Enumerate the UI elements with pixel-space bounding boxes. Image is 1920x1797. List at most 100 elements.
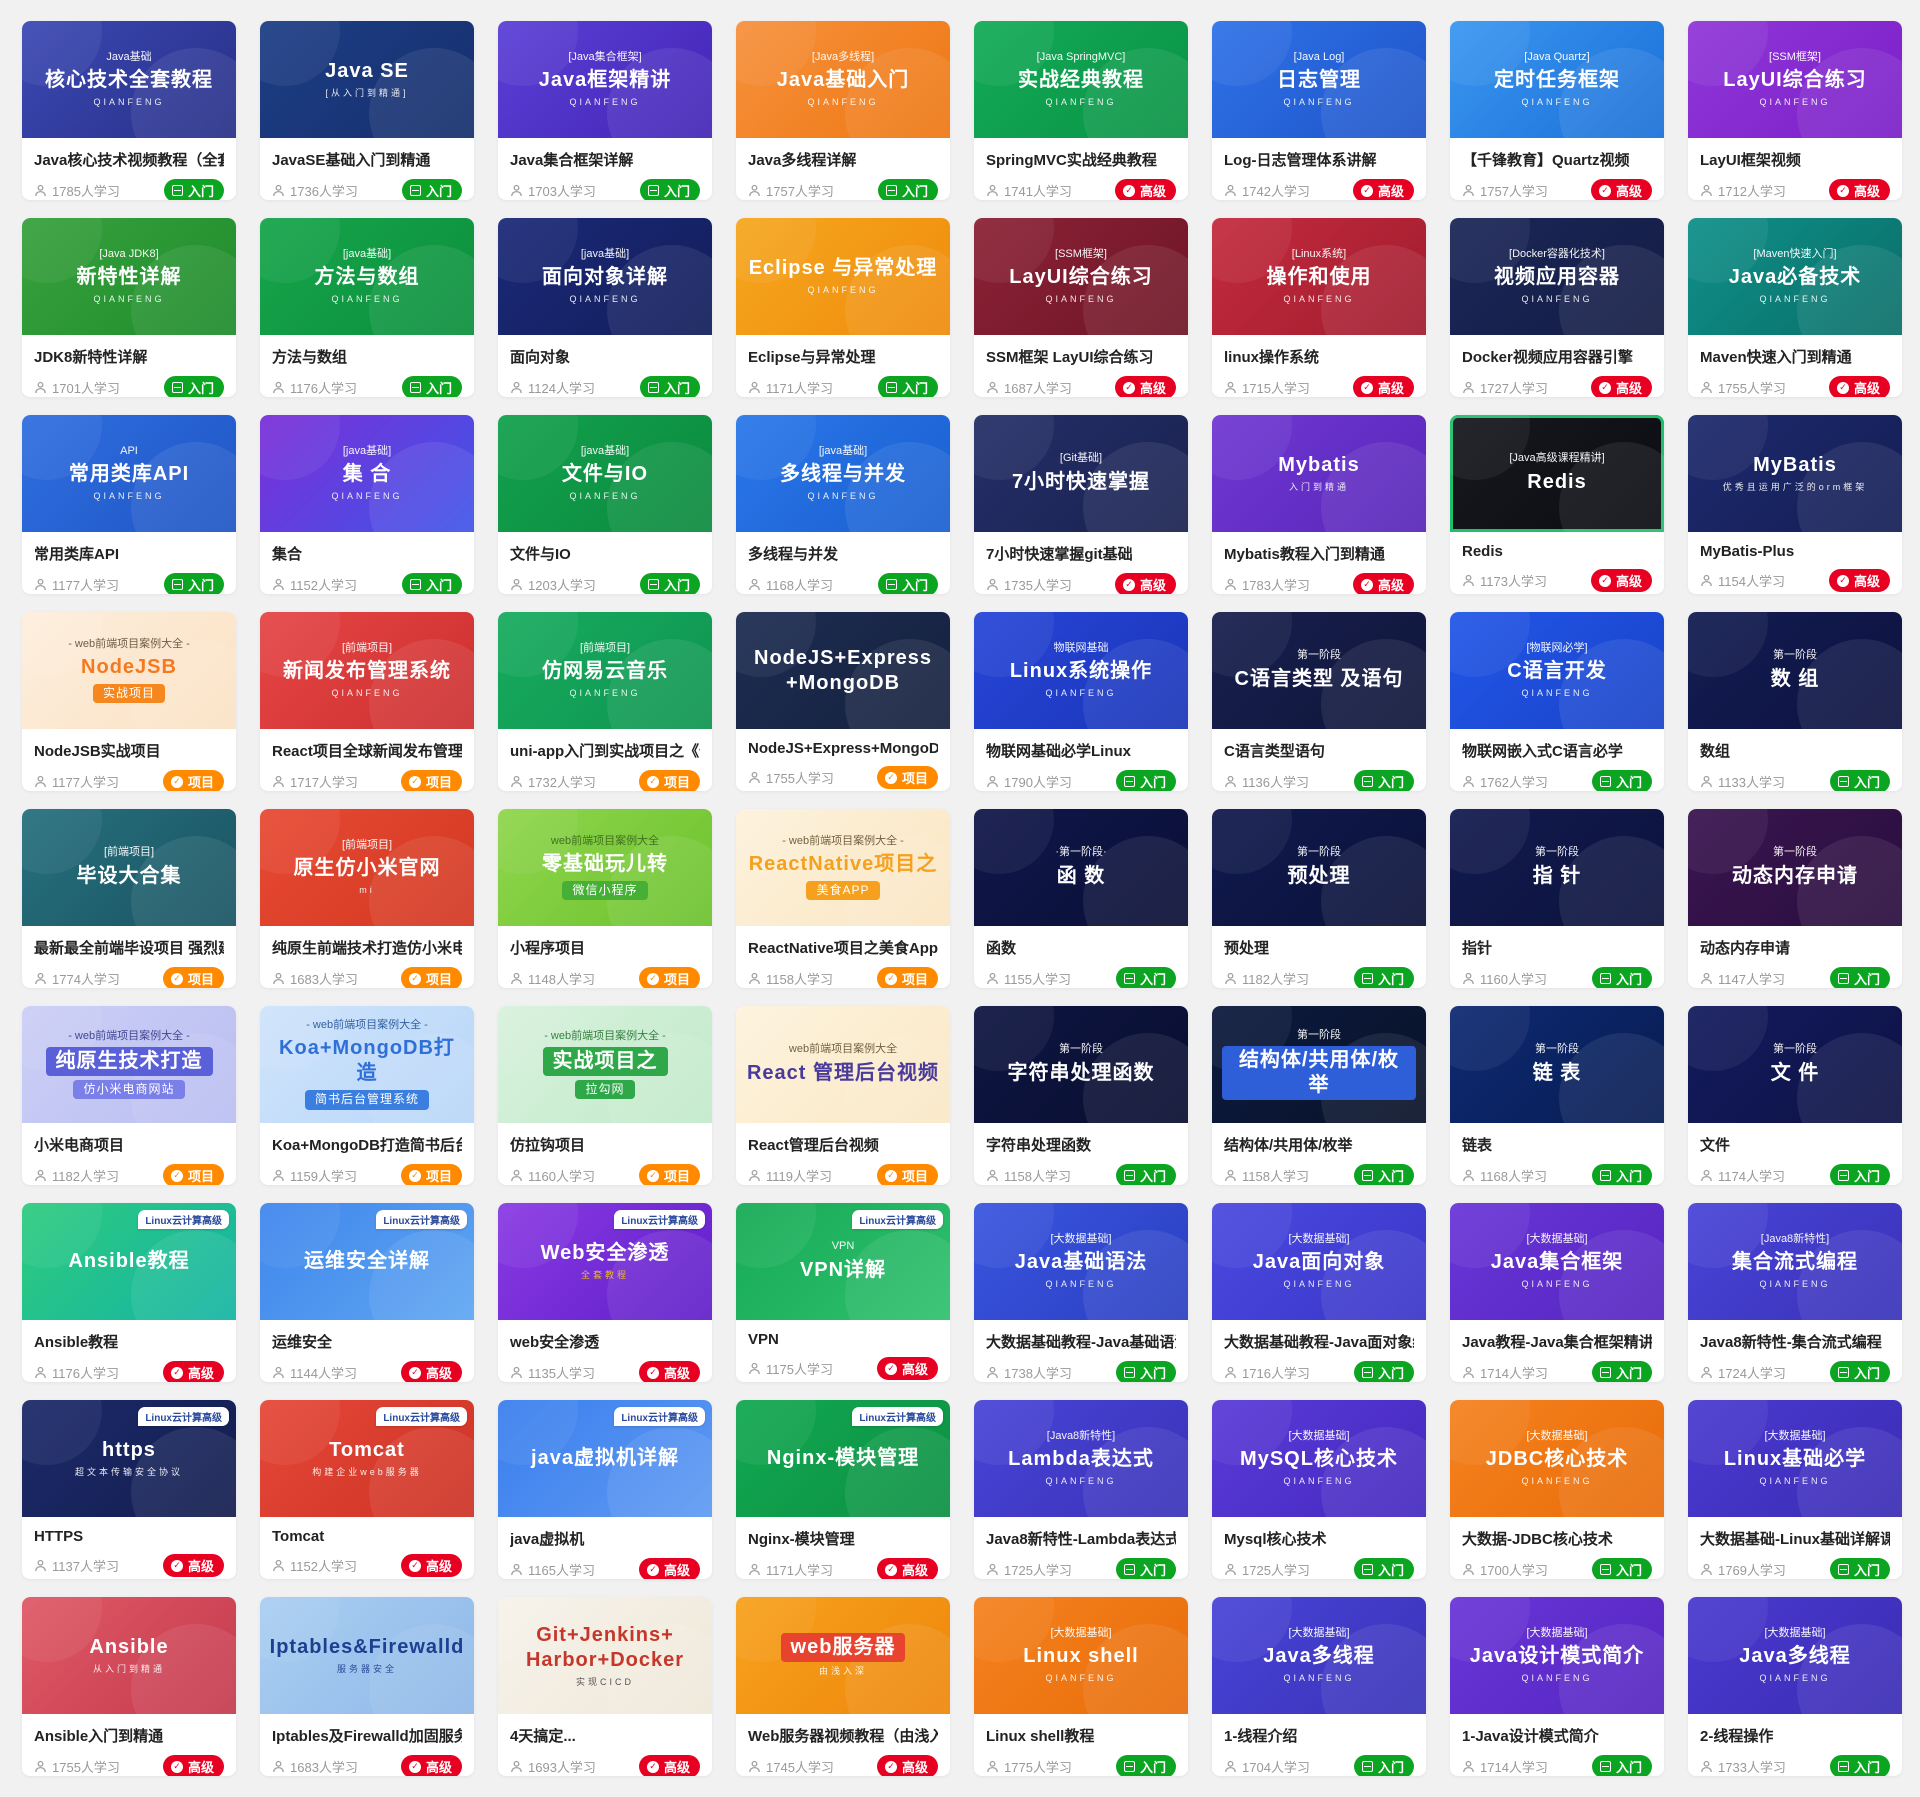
course-title[interactable]: 集合 bbox=[272, 546, 303, 563]
course-title[interactable]: HTTPS bbox=[34, 1528, 84, 1545]
course-title[interactable]: Redis bbox=[1462, 543, 1503, 560]
course-card[interactable]: ·第一阶段· 函 数 函数 1155人学习 入门 bbox=[974, 809, 1188, 988]
course-title[interactable]: Mybatis教程入门到精通 bbox=[1224, 546, 1385, 563]
course-card[interactable]: [大数据基础] Java面向对象 QIANFENG 大数据基础教程-Java面对… bbox=[1212, 1203, 1426, 1382]
course-title[interactable]: VPN bbox=[748, 1331, 779, 1348]
course-card[interactable]: [Java SpringMVC] 实战经典教程 QIANFENG SpringM… bbox=[974, 21, 1188, 200]
course-title[interactable]: 动态内存申请 bbox=[1700, 940, 1791, 957]
course-title[interactable]: uni-app入门到实战项目之《仿... bbox=[510, 743, 700, 760]
course-card[interactable]: - web前端项目案例大全 - 纯原生技术打造 仿小米电商网站 小米电商项目 1… bbox=[22, 1006, 236, 1185]
course-title[interactable]: Web服务器视频教程（由浅入... bbox=[748, 1728, 938, 1745]
course-title[interactable]: 运维安全 bbox=[272, 1334, 333, 1351]
course-title[interactable]: Eclipse与异常处理 bbox=[748, 349, 876, 366]
course-title[interactable]: Nginx-模块管理 bbox=[748, 1531, 855, 1548]
course-card[interactable]: [物联网必学] C语言开发 QIANFENG 物联网嵌入式C语言必学 1762人… bbox=[1450, 612, 1664, 791]
course-title[interactable]: Java多线程详解 bbox=[748, 152, 857, 169]
course-card[interactable]: [java基础] 文件与IO QIANFENG 文件与IO 1203人学习 入门 bbox=[498, 415, 712, 594]
course-card[interactable]: Eclipse 与异常处理 QIANFENG Eclipse与异常处理 1171… bbox=[736, 218, 950, 397]
course-card[interactable]: 第一阶段 字符串处理函数 字符串处理函数 1158人学习 入门 bbox=[974, 1006, 1188, 1185]
course-title[interactable]: Log-日志管理体系讲解 bbox=[1224, 152, 1377, 169]
course-title[interactable]: 字符串处理函数 bbox=[986, 1137, 1092, 1154]
course-title[interactable]: Java教程-Java集合框架精讲（... bbox=[1462, 1334, 1652, 1351]
course-title[interactable]: Tomcat bbox=[272, 1528, 325, 1545]
course-title[interactable]: 面向对象 bbox=[510, 349, 571, 366]
course-card[interactable]: Java SE [从入门到精通] JavaSE基础入门到精通 1736人学习 入… bbox=[260, 21, 474, 200]
course-card[interactable]: [大数据基础] Java多线程 QIANFENG 2-线程操作 1733人学习 … bbox=[1688, 1597, 1902, 1776]
course-title[interactable]: React管理后台视频 bbox=[748, 1137, 879, 1154]
course-title[interactable]: NodeJS+Express+MongoD... bbox=[748, 740, 938, 757]
course-title[interactable]: Mysql核心技术 bbox=[1224, 1531, 1327, 1548]
course-card[interactable]: 第一阶段 预处理 预处理 1182人学习 入门 bbox=[1212, 809, 1426, 988]
course-card[interactable]: [大数据基础] Java多线程 QIANFENG 1-线程介绍 1704人学习 … bbox=[1212, 1597, 1426, 1776]
course-title[interactable]: 结构体/共用体/枚举 bbox=[1224, 1137, 1353, 1154]
course-title[interactable]: MyBatis-Plus bbox=[1700, 543, 1795, 560]
course-card[interactable]: Iptables&Firewalld 服务器安全 Iptables及Firewa… bbox=[260, 1597, 474, 1776]
course-title[interactable]: 1-线程介绍 bbox=[1224, 1728, 1298, 1745]
course-card[interactable]: Linux云计算高级 https 超文本传输安全协议 HTTPS 1137人学习… bbox=[22, 1400, 236, 1579]
course-card[interactable]: Mybatis 入门到精通 Mybatis教程入门到精通 1783人学习 高级 bbox=[1212, 415, 1426, 594]
course-card[interactable]: [java基础] 面向对象详解 QIANFENG 面向对象 1124人学习 入门 bbox=[498, 218, 712, 397]
course-title[interactable]: 4天搞定... bbox=[510, 1728, 576, 1745]
course-title[interactable]: 指针 bbox=[1462, 940, 1493, 957]
course-card[interactable]: Ansible 从入门到精通 Ansible入门到精通 1755人学习 高级 bbox=[22, 1597, 236, 1776]
course-card[interactable]: [Java Log] 日志管理 QIANFENG Log-日志管理体系讲解 17… bbox=[1212, 21, 1426, 200]
course-card[interactable]: [Java8新特性] Lambda表达式 QIANFENG Java8新特性-L… bbox=[974, 1400, 1188, 1579]
course-title[interactable]: 大数据基础-Linux基础详解课程 bbox=[1700, 1531, 1890, 1548]
course-card[interactable]: [大数据基础] Java集合框架 QIANFENG Java教程-Java集合框… bbox=[1450, 1203, 1664, 1382]
course-card[interactable]: [Java JDK8] 新特性详解 QIANFENG JDK8新特性详解 170… bbox=[22, 218, 236, 397]
course-card[interactable]: Linux云计算高级 VPN VPN详解 VPN 1175人学习 高级 bbox=[736, 1203, 950, 1382]
course-title[interactable]: 函数 bbox=[986, 940, 1017, 957]
course-title[interactable]: 大数据基础教程-Java基础语法 bbox=[986, 1334, 1176, 1351]
course-title[interactable]: 多线程与并发 bbox=[748, 546, 839, 563]
course-title[interactable]: Iptables及Firewalld加固服务... bbox=[272, 1728, 462, 1745]
course-title[interactable]: 大数据-JDBC核心技术 bbox=[1462, 1531, 1613, 1548]
course-card[interactable]: [前端项目] 仿网易云音乐 QIANFENG uni-app入门到实战项目之《仿… bbox=[498, 612, 712, 791]
course-title[interactable]: 7小时快速掌握git基础 bbox=[986, 546, 1133, 563]
course-title[interactable]: JavaSE基础入门到精通 bbox=[272, 152, 431, 169]
course-title[interactable]: Ansible入门到精通 bbox=[34, 1728, 164, 1745]
course-card[interactable]: 第一阶段 文 件 文件 1174人学习 入门 bbox=[1688, 1006, 1902, 1185]
course-card[interactable]: Linux云计算高级 java虚拟机详解 java虚拟机 1165人学习 高级 bbox=[498, 1400, 712, 1579]
course-card[interactable]: [Linux系统] 操作和使用 QIANFENG linux操作系统 1715人… bbox=[1212, 218, 1426, 397]
course-card[interactable]: [大数据基础] Java设计模式简介 QIANFENG 1-Java设计模式简介… bbox=[1450, 1597, 1664, 1776]
course-title[interactable]: Koa+MongoDB打造简书后台... bbox=[272, 1137, 462, 1154]
course-title[interactable]: React项目全球新闻发布管理系统 bbox=[272, 743, 462, 760]
course-title[interactable]: 方法与数组 bbox=[272, 349, 348, 366]
course-card[interactable]: [Git基础] 7小时快速掌握 7小时快速掌握git基础 1735人学习 高级 bbox=[974, 415, 1188, 594]
course-card[interactable]: 第一阶段 C语言类型 及语句 C语言类型语句 1136人学习 入门 bbox=[1212, 612, 1426, 791]
course-card[interactable]: MyBatis 优秀且运用广泛的orm框架 MyBatis-Plus 1154人… bbox=[1688, 415, 1902, 594]
course-title[interactable]: Java集合框架详解 bbox=[510, 152, 634, 169]
course-card[interactable]: 第一阶段 链 表 链表 1168人学习 入门 bbox=[1450, 1006, 1664, 1185]
course-card[interactable]: [Java集合框架] Java框架精讲 QIANFENG Java集合框架详解 … bbox=[498, 21, 712, 200]
course-card[interactable]: [java基础] 集 合 QIANFENG 集合 1152人学习 入门 bbox=[260, 415, 474, 594]
course-card[interactable]: [前端项目] 新闻发布管理系统 QIANFENG React项目全球新闻发布管理… bbox=[260, 612, 474, 791]
course-title[interactable]: java虚拟机 bbox=[510, 1531, 585, 1548]
course-card[interactable]: 第一阶段 动态内存申请 动态内存申请 1147人学习 入门 bbox=[1688, 809, 1902, 988]
course-card[interactable]: Linux云计算高级 Web安全渗透 全套教程 web安全渗透 1135人学习 … bbox=[498, 1203, 712, 1382]
course-title[interactable]: Linux shell教程 bbox=[986, 1728, 1095, 1745]
course-title[interactable]: 物联网基础必学Linux bbox=[986, 743, 1131, 760]
course-card[interactable]: Linux云计算高级 运维安全详解 运维安全 1144人学习 高级 bbox=[260, 1203, 474, 1382]
course-card[interactable]: [前端项目] 原生仿小米官网 mi 纯原生前端技术打造仿小米电商... 1683… bbox=[260, 809, 474, 988]
course-title[interactable]: LayUI框架视频 bbox=[1700, 152, 1801, 169]
course-card[interactable]: [大数据基础] MySQL核心技术 QIANFENG Mysql核心技术 172… bbox=[1212, 1400, 1426, 1579]
course-title[interactable]: 链表 bbox=[1462, 1137, 1493, 1154]
course-title[interactable]: 小米电商项目 bbox=[34, 1137, 125, 1154]
course-card[interactable]: 第一阶段 指 针 指针 1160人学习 入门 bbox=[1450, 809, 1664, 988]
course-title[interactable]: 仿拉钩项目 bbox=[510, 1137, 586, 1154]
course-title[interactable]: Java8新特性-集合流式编程（... bbox=[1700, 1334, 1890, 1351]
course-card[interactable]: Linux云计算高级 Tomcat 构建企业web服务器 Tomcat 1152… bbox=[260, 1400, 474, 1579]
course-title[interactable]: linux操作系统 bbox=[1224, 349, 1320, 366]
course-card[interactable]: [Docker容器化技术] 视频应用容器 QIANFENG Docker视频应用… bbox=[1450, 218, 1664, 397]
course-title[interactable]: 文件 bbox=[1700, 1137, 1731, 1154]
course-card[interactable]: [大数据基础] Linux基础必学 QIANFENG 大数据基础-Linux基础… bbox=[1688, 1400, 1902, 1579]
course-card[interactable]: 第一阶段 数 组 数组 1133人学习 入门 bbox=[1688, 612, 1902, 791]
course-title[interactable]: web安全渗透 bbox=[510, 1334, 600, 1351]
course-card[interactable]: [大数据基础] Linux shell QIANFENG Linux shell… bbox=[974, 1597, 1188, 1776]
course-card[interactable]: - web前端项目案例大全 - Koa+MongoDB打造 简书后台管理系统 K… bbox=[260, 1006, 474, 1185]
course-title[interactable]: 预处理 bbox=[1224, 940, 1270, 957]
course-card[interactable]: [SSM框架] LayUI综合练习 QIANFENG SSM框架 LayUI综合… bbox=[974, 218, 1188, 397]
course-title[interactable]: 数组 bbox=[1700, 743, 1731, 760]
course-card[interactable]: [前端项目] 毕设大合集 最新最全前端毕设项目 强烈建... 1774人学习 项… bbox=[22, 809, 236, 988]
course-card[interactable]: web服务器 由浅入深 Web服务器视频教程（由浅入... 1745人学习 高级 bbox=[736, 1597, 950, 1776]
